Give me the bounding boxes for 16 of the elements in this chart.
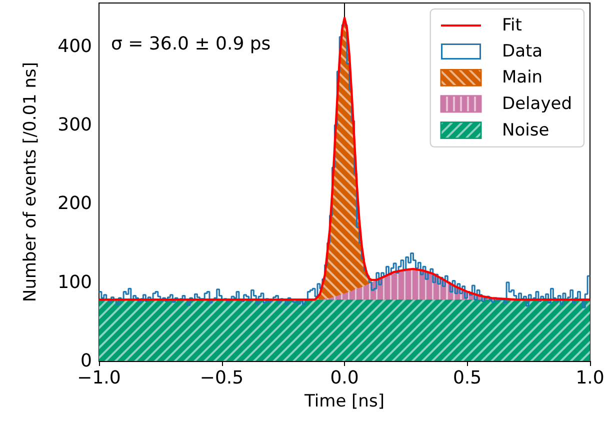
x-axis-title: Time [ns]: [304, 392, 384, 412]
annotation: σ = 36.0 ± 0.9 ps: [111, 34, 271, 54]
legend-label: Delayed: [502, 94, 572, 114]
x-tick-label: 0.5: [452, 368, 482, 388]
x-tick-label: 1.0: [576, 368, 604, 388]
y-tick-label: 400: [58, 36, 92, 57]
y-tick-label: 100: [58, 272, 92, 293]
x-tick-label: 0.0: [330, 368, 359, 388]
legend-label: Fit: [502, 16, 522, 36]
y-tick-label: 300: [58, 114, 92, 136]
x-tick-label: −0.5: [200, 368, 244, 388]
legend-label: Main: [502, 68, 543, 88]
y-axis-title: Number of events [/0.01 ns]: [20, 62, 40, 302]
legend-label: Noise: [502, 120, 550, 140]
legend-label: Data: [502, 42, 543, 62]
y-tick-label: 200: [58, 193, 92, 214]
